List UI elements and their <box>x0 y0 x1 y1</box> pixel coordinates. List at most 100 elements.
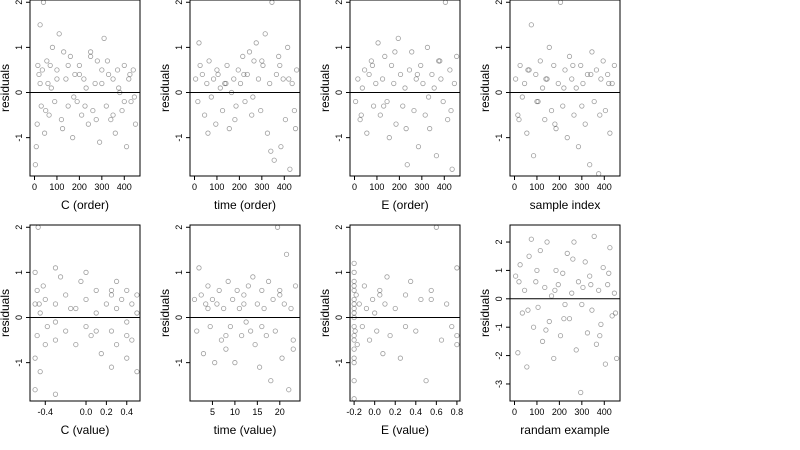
data-point <box>526 253 532 259</box>
data-point <box>223 332 229 339</box>
x-axis-label: C (value) <box>61 423 110 437</box>
scatter-panel-1: 0 100 200 300 400 -1 0 1 2 C (order) residuals <box>0 0 141 212</box>
data-point <box>105 71 112 78</box>
x-tick-label: 100 <box>369 182 384 192</box>
data-point <box>587 162 593 168</box>
x-tick-label: 100 <box>529 182 544 192</box>
y-tick-label: 0 <box>174 315 184 320</box>
y-tick-label: -1 <box>14 134 24 142</box>
data-point <box>555 282 561 288</box>
data-point <box>241 292 247 298</box>
data-point <box>234 287 240 294</box>
x-tick-label: 300 <box>94 182 109 192</box>
data-point <box>217 85 223 91</box>
data-point <box>47 62 53 69</box>
data-point <box>544 239 550 245</box>
data-point <box>519 310 525 316</box>
data-point <box>580 284 586 291</box>
data-point <box>245 283 251 289</box>
data-point <box>291 107 297 114</box>
data-point <box>609 80 615 87</box>
data-point <box>93 328 99 334</box>
x-tick-label: 0 <box>512 407 517 417</box>
y-tick-label: 1 <box>14 270 24 275</box>
data-point <box>124 332 130 339</box>
data-point <box>110 112 116 118</box>
data-point <box>52 98 58 105</box>
plot-frame <box>349 0 461 177</box>
data-point <box>551 355 557 362</box>
data-point <box>388 62 395 69</box>
data-point <box>41 130 48 136</box>
data-point <box>589 307 595 313</box>
data-point <box>134 310 140 316</box>
y-tick-label: 2 <box>494 240 504 245</box>
data-point <box>110 76 116 82</box>
data-point <box>126 76 132 82</box>
data-point <box>277 287 283 294</box>
data-point <box>134 369 140 375</box>
x-tick-label: 20 <box>275 407 285 417</box>
data-point <box>392 305 398 312</box>
data-point <box>609 313 615 319</box>
data-point <box>552 287 558 293</box>
y-tick-label: 1 <box>494 268 504 273</box>
data-point <box>425 94 432 100</box>
data-point <box>224 62 230 69</box>
data-point <box>406 67 413 73</box>
data-point <box>83 85 89 91</box>
data-point <box>214 67 220 73</box>
data-point <box>521 287 528 293</box>
data-point <box>351 269 357 275</box>
data-point <box>61 49 67 55</box>
data-point <box>566 53 573 60</box>
data-point <box>277 292 283 298</box>
y-axis-label: residuals <box>478 64 492 112</box>
data-point <box>287 166 293 172</box>
y-tick-label: 2 <box>494 0 504 5</box>
data-point <box>397 71 404 78</box>
data-point <box>236 305 242 312</box>
x-tick-label: 0.4 <box>410 407 423 417</box>
y-axis-label: residuals <box>158 64 172 112</box>
data-point <box>351 296 357 303</box>
data-point <box>272 328 278 334</box>
data-point <box>37 369 43 375</box>
scatter-panel-4: 0 100 200 300 400 -1 0 1 2 sample index residuals <box>478 0 621 212</box>
data-point <box>130 67 136 73</box>
data-point <box>112 130 118 136</box>
data-point <box>381 103 387 109</box>
data-point <box>351 355 357 361</box>
data-point <box>108 287 115 294</box>
data-point <box>103 301 109 307</box>
data-point <box>68 305 74 312</box>
data-point <box>206 58 212 64</box>
data-point <box>589 49 595 55</box>
data-point <box>517 62 523 69</box>
data-point <box>196 265 202 271</box>
data-point <box>602 107 609 114</box>
data-point <box>524 130 530 136</box>
data-point <box>32 387 38 393</box>
data-point <box>54 76 60 82</box>
plot-frame <box>29 0 141 177</box>
data-point <box>46 112 52 118</box>
data-point <box>251 58 257 64</box>
data-point <box>233 103 239 109</box>
data-point <box>49 44 56 50</box>
data-point <box>242 98 248 105</box>
y-axis-label: residuals <box>478 289 492 337</box>
data-point <box>575 279 582 285</box>
data-point <box>72 71 78 78</box>
data-point <box>34 332 40 339</box>
data-point <box>264 130 271 136</box>
data-point <box>225 278 231 285</box>
data-point <box>395 35 401 41</box>
x-tick-label: -0.2 <box>346 407 362 417</box>
data-point <box>611 290 617 296</box>
data-point <box>440 98 446 105</box>
data-point <box>260 62 266 69</box>
data-point <box>351 283 357 289</box>
data-point <box>244 71 250 78</box>
